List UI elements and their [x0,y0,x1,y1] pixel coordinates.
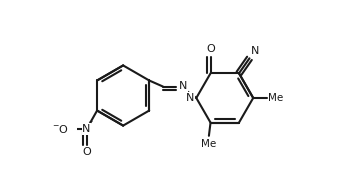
Text: Me: Me [268,93,283,103]
Text: O: O [82,147,91,157]
Text: N: N [82,124,91,134]
Text: N: N [179,81,188,91]
Text: Me: Me [201,139,217,149]
Text: N: N [185,93,194,103]
Text: $^{-}$O: $^{-}$O [52,123,69,135]
Text: O: O [206,44,215,54]
Text: $^{+}$: $^{+}$ [88,119,94,127]
Text: N: N [251,46,259,56]
